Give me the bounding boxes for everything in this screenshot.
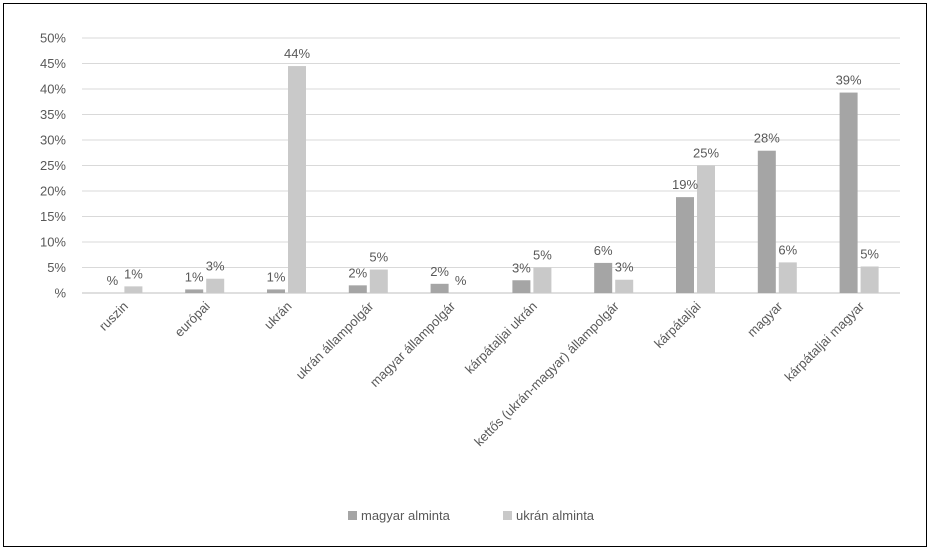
x-tick-label: kettős (ukrán-magyar) állampolgár xyxy=(471,298,622,449)
y-tick-label: 50% xyxy=(40,31,66,46)
data-label: 3% xyxy=(206,259,225,274)
bar xyxy=(124,286,143,293)
x-tick-label: európai xyxy=(172,298,213,339)
bar xyxy=(615,279,634,293)
bar-chart: %5%10%15%20%25%30%35%40%45%50% % 1% 1%3%1%… xyxy=(40,31,900,523)
data-label: % xyxy=(107,273,119,288)
data-labels: % 1% 1%3%1%44%2%5%2%%3%5% 6%3%19%25%28%6%39… xyxy=(107,46,880,288)
bar xyxy=(369,269,388,293)
y-tick-label: 25% xyxy=(40,158,66,173)
data-label: 1% xyxy=(124,266,143,281)
data-label: 6% xyxy=(778,242,797,257)
y-axis: % 5% 10% 15% 20% 25% 30% 35% 40% 45% 50% xyxy=(40,31,66,301)
y-tick-label: 45% xyxy=(40,56,66,71)
y-tick-label: 40% xyxy=(40,82,66,97)
data-label: 28% xyxy=(754,131,780,146)
chart-frame: % 5% 10% 15% 20% 25% 30% 35% 40% 45% 50% % 1% 1% 3% 1%… xyxy=(3,3,927,547)
x-tick-label: magyar xyxy=(744,298,786,340)
y-tick-label: 30% xyxy=(40,133,66,148)
x-tick-label: kárpátaljai magyar xyxy=(782,298,868,384)
data-label: 3% xyxy=(512,260,531,275)
y-tick-label: 35% xyxy=(40,107,66,122)
x-tick-label: kárpátaljai xyxy=(651,298,704,351)
data-label: 25% xyxy=(693,146,719,161)
y-tick-label: 15% xyxy=(40,209,66,224)
legend-swatch xyxy=(348,511,357,520)
data-label: 2% xyxy=(348,265,367,280)
y-tick-label: 10% xyxy=(40,235,66,250)
data-label: 5% xyxy=(533,248,552,263)
data-label: % xyxy=(455,273,467,288)
bar xyxy=(512,280,531,293)
data-label: 39% xyxy=(836,73,862,88)
legend: magyar alminta ukrán alminta xyxy=(348,508,595,523)
bar xyxy=(757,150,776,293)
bar xyxy=(185,289,204,293)
bar xyxy=(267,289,285,293)
bars xyxy=(124,66,879,293)
bar xyxy=(430,283,449,293)
data-label: 2% xyxy=(430,264,449,279)
legend-label: magyar alminta xyxy=(361,508,451,523)
x-tick-label: ukrán xyxy=(261,299,295,333)
gridlines xyxy=(82,37,900,294)
y-tick-label: 5% xyxy=(47,260,66,275)
bar xyxy=(533,267,552,293)
data-label: 5% xyxy=(860,246,879,261)
bar xyxy=(778,262,797,293)
x-tick-label: ukrán állampolgár xyxy=(293,298,377,382)
data-label: 6% xyxy=(594,243,613,258)
data-label: 19% xyxy=(672,177,698,192)
data-label: 44% xyxy=(284,46,310,61)
x-tick-label: ruszin xyxy=(96,299,131,334)
bar xyxy=(206,278,225,293)
bar xyxy=(676,197,694,293)
bar xyxy=(860,266,879,293)
bar xyxy=(288,66,306,293)
data-label: 1% xyxy=(267,269,286,284)
x-tick-label: magyar állampolgár xyxy=(367,298,459,390)
data-label: 3% xyxy=(615,260,634,275)
legend-item: magyar alminta xyxy=(348,508,451,523)
x-tick-label: kárpátaljai ukrán xyxy=(462,299,540,377)
y-tick-label: % xyxy=(54,286,66,301)
data-label: 5% xyxy=(369,250,388,265)
bar xyxy=(697,165,715,293)
bar xyxy=(594,262,613,293)
y-tick-label: 20% xyxy=(40,184,66,199)
legend-swatch xyxy=(503,511,512,520)
bar xyxy=(348,285,367,293)
legend-label: ukrán alminta xyxy=(516,508,595,523)
legend-item: ukrán alminta xyxy=(503,508,595,523)
bar xyxy=(839,92,858,293)
data-label: 1% xyxy=(185,269,204,284)
